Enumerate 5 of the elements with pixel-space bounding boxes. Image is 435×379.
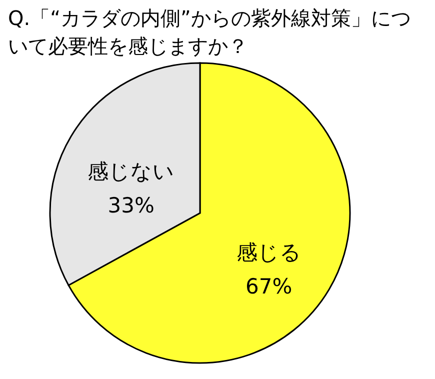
chart-title: Q.「“カラダの内側”からの紫外線対策」について必要性を感じますか？ xyxy=(7,5,412,60)
data-label: 33% xyxy=(108,193,154,218)
slice-label: 感じない xyxy=(88,159,175,184)
data-label: 67% xyxy=(246,274,292,299)
slice-label: 感じる xyxy=(236,240,302,265)
